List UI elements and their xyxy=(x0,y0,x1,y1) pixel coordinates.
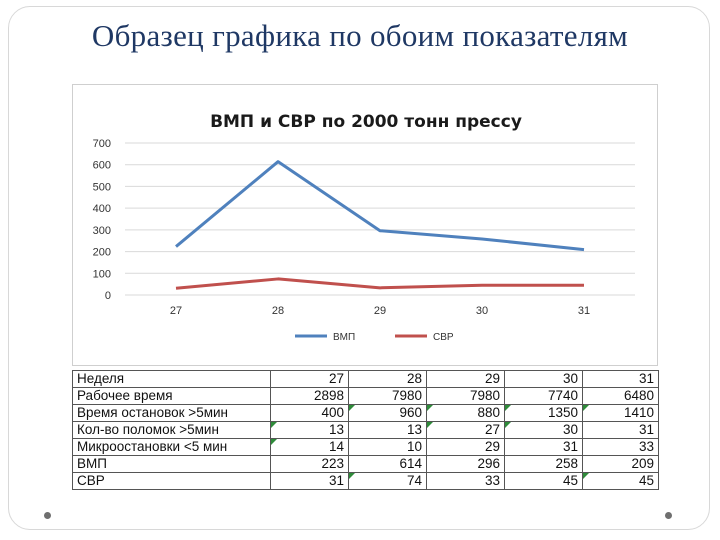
table-row: Неделя 27 28 29 30 31 xyxy=(72,370,659,388)
table-cell: 33 xyxy=(582,438,659,456)
x-tick-label: 30 xyxy=(476,305,488,317)
x-tick-label: 28 xyxy=(272,305,284,317)
chart-area: ВМП и СВР по 2000 тонн прессу 0 100 200 300 4… xyxy=(72,84,658,366)
table-cell: 400 xyxy=(270,404,349,422)
row-label: Рабочее время xyxy=(72,387,271,405)
table-cell: 45 xyxy=(582,472,659,490)
table-cell: 880 xyxy=(426,404,505,422)
table-cell: 7740 xyxy=(504,387,583,405)
table-cell: 10 xyxy=(348,438,427,456)
y-tick-label: 300 xyxy=(93,225,111,237)
table-cell: 7980 xyxy=(348,387,427,405)
table-cell: 30 xyxy=(504,421,583,439)
y-tick-label: 100 xyxy=(93,268,111,280)
row-label: СВР xyxy=(72,472,271,490)
line-chart: ВМП и СВР по 2000 тонн прессу 0 100 200 300 4… xyxy=(93,112,635,343)
table-cell: 7980 xyxy=(426,387,505,405)
table-cell: 296 xyxy=(426,455,505,473)
y-tick-label: 0 xyxy=(105,290,111,302)
table-cell: 960 xyxy=(348,404,427,422)
row-label: Кол-во поломок >5мин xyxy=(72,421,271,439)
table-cell: 209 xyxy=(582,455,659,473)
table-cell: 614 xyxy=(348,455,427,473)
y-tick-label: 200 xyxy=(93,247,111,259)
chart-title: ВМП и СВР по 2000 тонн прессу xyxy=(210,112,522,132)
table-row: ВМП 223 614 296 258 209 xyxy=(72,455,659,473)
table-cell: 31 xyxy=(504,438,583,456)
x-tick-label: 27 xyxy=(170,305,182,317)
x-tick-label: 29 xyxy=(374,305,386,317)
legend-label-2: СВР xyxy=(433,332,454,343)
x-tick-label: 31 xyxy=(578,305,590,317)
table-cell: 14 xyxy=(270,438,349,456)
table-cell: 31 xyxy=(582,370,659,388)
table-row: Рабочее время 2898 7980 7980 7740 6480 xyxy=(72,387,659,405)
table-cell: 31 xyxy=(582,421,659,439)
row-label: Микроостановки <5 мин xyxy=(72,438,271,456)
table-cell: 1350 xyxy=(504,404,583,422)
table-cell: 27 xyxy=(426,421,505,439)
table-cell: 33 xyxy=(426,472,505,490)
table-cell: 28 xyxy=(348,370,427,388)
right-bullet-dot xyxy=(665,512,672,519)
row-label: ВМП xyxy=(72,455,271,473)
table-cell: 258 xyxy=(504,455,583,473)
table-cell: 13 xyxy=(270,421,349,439)
table-cell: 27 xyxy=(270,370,349,388)
table-cell: 45 xyxy=(504,472,583,490)
row-label: Время остановок >5мин xyxy=(72,404,271,422)
slide-title: Образец графика по обоим показателям xyxy=(91,18,629,53)
table-cell: 13 xyxy=(348,421,427,439)
legend-label-1: ВМП xyxy=(333,332,355,343)
table-row: Кол-во поломок >5мин 13 13 27 30 31 xyxy=(72,421,659,439)
table-row: Время остановок >5мин 400 960 880 1350 1410 xyxy=(72,404,659,422)
y-tick-label: 600 xyxy=(93,160,111,172)
table-cell: 29 xyxy=(426,370,505,388)
table-cell: 30 xyxy=(504,370,583,388)
table-cell: 223 xyxy=(270,455,349,473)
row-label: Неделя xyxy=(72,370,271,388)
data-table: Неделя 27 28 29 30 31 Рабочее время 2898 7980 798… xyxy=(72,370,659,490)
table-cell: 31 xyxy=(270,472,349,490)
table-cell: 29 xyxy=(426,438,505,456)
table-cell: 2898 xyxy=(270,387,349,405)
table-cell: 1410 xyxy=(582,404,659,422)
table-cell: 74 xyxy=(348,472,427,490)
series-line-2 xyxy=(175,277,584,290)
table-cell: 6480 xyxy=(582,387,659,405)
series-line-1 xyxy=(175,160,585,252)
slide-frame xyxy=(8,6,710,530)
left-bullet-dot xyxy=(44,512,51,519)
table-row: Микроостановки <5 мин 14 10 29 31 33 xyxy=(72,438,659,456)
y-tick-label: 400 xyxy=(93,203,111,215)
y-tick-label: 500 xyxy=(93,181,111,193)
table-row: СВР 31 74 33 45 45 xyxy=(72,472,659,490)
y-tick-label: 700 xyxy=(93,138,111,150)
